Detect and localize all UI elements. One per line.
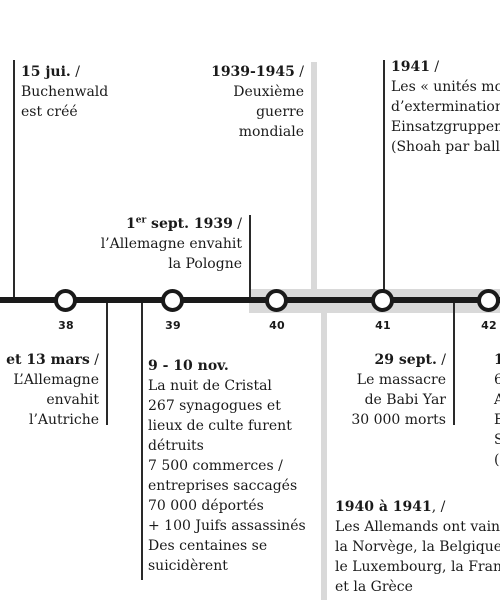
event-cristal-line: Des centaines se — [148, 538, 268, 554]
event-cutoff-line: A — [494, 392, 500, 408]
event-einsatz: 1941 / Les « unités mo d’extermination E… — [391, 57, 500, 157]
event-anschluss: 2 et 13 mars / L’Allemagne envahit l’Aut… — [0, 350, 99, 430]
timeline-dot-40 — [265, 289, 288, 312]
period-band-1939-1945 — [311, 62, 317, 298]
event-invasions-line: et la Grèce — [335, 579, 413, 595]
event-poland-line: la Pologne — [168, 256, 242, 272]
year-label-39: 39 — [165, 319, 181, 332]
event-buchenwald-line: est créé — [21, 104, 78, 120]
event-anschluss-date: 2 et 13 mars / — [0, 352, 99, 368]
event-cutoff: 1 6 A E S ( — [494, 350, 500, 470]
event-cristal: 9 - 10 nov. La nuit de Cristal 267 synag… — [148, 356, 306, 576]
event-invasions-line: le Luxembourg, la Fran — [335, 559, 500, 575]
event-invasions-date: 1940 à 1941, / — [335, 499, 446, 515]
event-einsatz-date: 1941 / — [391, 59, 440, 75]
event-anschluss-line: L’Allemagne — [13, 372, 99, 388]
timeline-axis — [0, 297, 500, 303]
event-babiyar-date: 29 sept. / — [374, 352, 446, 368]
connector-cristal — [141, 300, 143, 580]
event-poland-line: l’Allemagne envahit — [100, 236, 242, 252]
year-label-40: 40 — [269, 319, 285, 332]
event-buchenwald-line: Buchenwald — [21, 84, 109, 100]
event-poland: 1er sept. 1939 / l’Allemagne envahit la … — [101, 214, 242, 274]
event-ww2: 1939-1945 / Deuxième guerre mondiale — [211, 62, 304, 142]
connector-poland — [249, 215, 251, 300]
event-ww2-date: 1939-1945 / — [211, 64, 304, 80]
event-babiyar-line: de Babi Yar — [364, 392, 446, 408]
event-cristal-line: détruits — [148, 438, 204, 454]
timeline-dot-38 — [54, 289, 77, 312]
connector-buchenwald — [13, 60, 15, 300]
event-ww2-line: Deuxième — [233, 84, 304, 100]
event-babiyar-line: 30 000 morts — [351, 412, 446, 428]
event-buchenwald: 15 jui. / Buchenwald est créé — [21, 62, 108, 122]
event-cristal-line: suicidèrent — [148, 558, 228, 574]
year-label-38: 38 — [58, 319, 74, 332]
event-cristal-date: 9 - 10 nov. — [148, 358, 229, 374]
event-cutoff-line: ( — [494, 452, 500, 468]
connector-anschluss — [106, 300, 108, 425]
timeline-dot-39 — [161, 289, 184, 312]
timeline-dot-42 — [477, 289, 500, 312]
event-invasions: 1940 à 1941, / Les Allemands ont vain la… — [335, 497, 500, 597]
event-cristal-line: entreprises saccagés — [148, 478, 298, 494]
event-einsatz-line: Einsatzgruppen — [391, 119, 500, 135]
event-poland-date: 1er sept. 1939 / — [125, 215, 242, 232]
event-anschluss-line: envahit — [46, 392, 99, 408]
event-cutoff-line: 1 — [494, 352, 500, 368]
timeline-dot-41 — [371, 289, 394, 312]
connector-babiyar — [453, 300, 455, 425]
event-cristal-line: lieux de culte furent — [148, 418, 292, 434]
year-label-41: 41 — [375, 319, 391, 332]
period-band-1940-1941 — [321, 303, 327, 600]
event-cutoff-line: E — [494, 412, 500, 428]
event-ww2-line: mondiale — [238, 124, 304, 140]
event-ww2-line: guerre — [256, 104, 304, 120]
event-babiyar-line: Le massacre — [356, 372, 446, 388]
event-cristal-line: 7 500 commerces / — [148, 458, 283, 474]
event-babiyar: 29 sept. / Le massacre de Babi Yar 30 00… — [351, 350, 446, 430]
event-invasions-line: Les Allemands ont vain — [335, 519, 500, 535]
event-cutoff-line: S — [494, 432, 500, 448]
event-cristal-line: 267 synagogues et — [148, 398, 281, 414]
event-invasions-line: la Norvège, la Belgique, — [335, 539, 500, 555]
event-cutoff-line: 6 — [494, 372, 500, 388]
event-cristal-line: + 100 Juifs assassinés — [148, 518, 306, 534]
event-buchenwald-date: 15 jui. / — [21, 64, 80, 80]
event-einsatz-line: (Shoah par balle — [391, 139, 500, 155]
event-einsatz-line: d’extermination — [391, 99, 500, 115]
event-cristal-line: 70 000 déportés — [148, 498, 264, 514]
event-anschluss-line: l’Autriche — [29, 412, 99, 428]
connector-einsatz — [383, 60, 385, 300]
year-label-42: 42 — [481, 319, 497, 332]
event-cristal-line: La nuit de Cristal — [148, 378, 272, 394]
event-einsatz-line: Les « unités mo — [391, 79, 500, 95]
